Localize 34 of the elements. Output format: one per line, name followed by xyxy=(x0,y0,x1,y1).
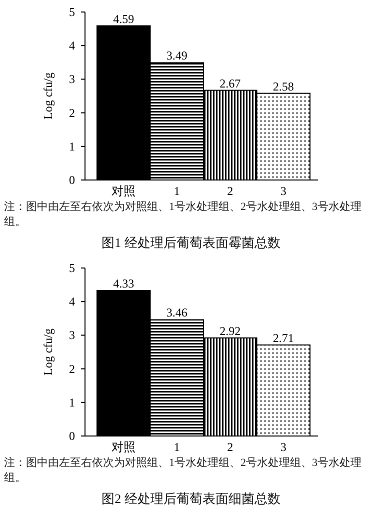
data-label: 2.92 xyxy=(220,324,241,338)
x-tick-label: 2 xyxy=(227,184,234,198)
y-axis-title: Log cfu/g xyxy=(41,328,55,376)
text: 注：图中由左至右依次为对照组、1号水处理组、2号水处理组、3号水处理组。 xyxy=(4,456,362,486)
data-label: 2.71 xyxy=(272,330,294,345)
text: 图1 经处理后葡萄表面霉菌总数 xyxy=(100,234,282,252)
data-label: 4.33 xyxy=(113,276,134,291)
x-tick-label: 对照 xyxy=(112,184,136,198)
y-tick-label: 3 xyxy=(69,72,75,86)
y-tick-label: 3 xyxy=(69,328,75,342)
x-tick-label: 3 xyxy=(280,184,286,198)
y-tick-label: 2 xyxy=(69,106,75,120)
x-tick-label: 2 xyxy=(227,440,234,454)
y-tick-label: 0 xyxy=(69,429,75,443)
x-tick-label: 对照 xyxy=(112,440,136,454)
y-tick-label: 2 xyxy=(69,362,75,376)
y-tick-label: 5 xyxy=(69,5,75,19)
y-tick-label: 4 xyxy=(69,38,75,53)
y-tick-label: 1 xyxy=(69,139,75,154)
x-tick-label: 3 xyxy=(280,440,286,454)
data-label: 3.46 xyxy=(166,306,188,320)
text: 注：图中由左至右依次为对照组、1号水处理组、2号水处理组、3号水处理组。 xyxy=(4,200,362,230)
x-tick-label: 1 xyxy=(174,440,180,454)
y-tick-label: 5 xyxy=(69,261,75,275)
data-label: 4.59 xyxy=(113,12,134,26)
data-label: 3.49 xyxy=(166,48,188,63)
y-tick-label: 0 xyxy=(69,173,75,187)
y-axis-title: Log cfu/g xyxy=(41,72,55,120)
y-tick-label: 1 xyxy=(69,395,75,410)
data-label: 2.58 xyxy=(272,79,294,94)
x-tick-label: 1 xyxy=(174,184,180,198)
text: 图2 经处理后葡萄表面细菌总数 xyxy=(100,490,282,508)
data-label: 2.67 xyxy=(220,76,241,90)
y-tick-label: 4 xyxy=(69,294,75,309)
